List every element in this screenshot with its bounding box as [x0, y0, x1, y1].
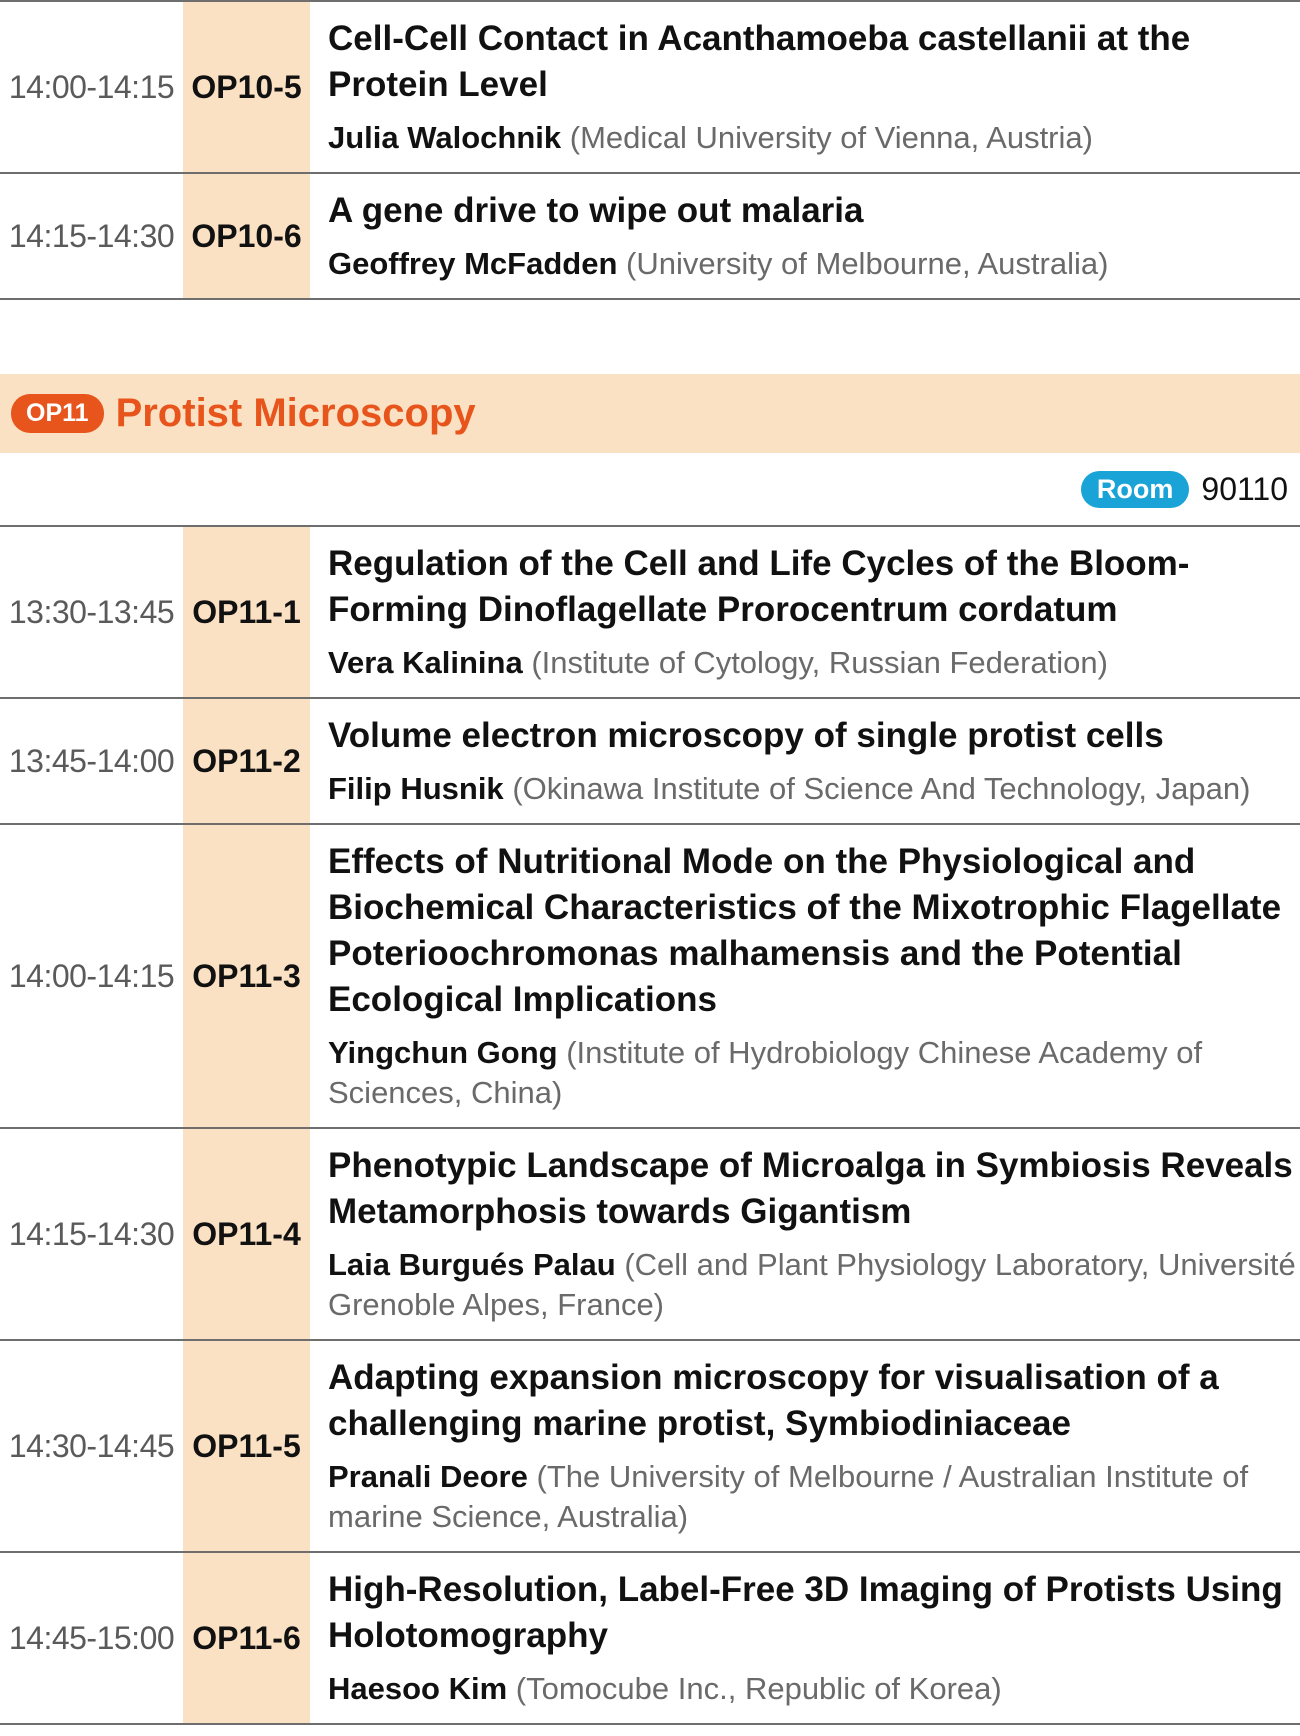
speaker-line: Vera Kalinina (Institute of Cytology, Ru… [328, 643, 1300, 683]
section-header: OP11 Protist Microscopy [0, 374, 1300, 453]
speaker-name: Haesoo Kim [328, 1671, 508, 1706]
speaker-name: Geoffrey McFadden [328, 246, 618, 281]
talk-code: OP11-5 [183, 1341, 310, 1551]
talk-content: Volume electron microscopy of single pro… [310, 699, 1300, 823]
table-row: 14:45-15:00 OP11-6 High-Resolution, Labe… [0, 1553, 1300, 1725]
speaker-affiliation: (The University of Melbourne / Australia… [328, 1459, 1249, 1534]
speaker-affiliation: (Institute of Hydrobiology Chinese Acade… [328, 1035, 1203, 1110]
speaker-line: Geoffrey McFadden (University of Melbour… [328, 244, 1300, 284]
talk-time: 13:45-14:00 [8, 742, 175, 779]
talk-title: A gene drive to wipe out malaria [328, 191, 864, 230]
speaker-affiliation: (Medical University of Vienna, Austria) [569, 120, 1093, 155]
talk-code: OP10-5 [183, 2, 310, 172]
speaker-line: Haesoo Kim (Tomocube Inc., Republic of K… [328, 1669, 1300, 1709]
talk-title: Adapting expansion microscopy for visual… [328, 1358, 1219, 1443]
speaker-name: Laia Burgués Palau [328, 1247, 616, 1282]
speaker-name: Filip Husnik [328, 771, 504, 806]
op10-session-table: 14:00-14:15 OP10-5 Cell-Cell Contact in … [0, 0, 1300, 300]
speaker-line: Pranali Deore (The University of Melbour… [328, 1457, 1300, 1537]
talk-content: Effects of Nutritional Mode on the Physi… [310, 825, 1300, 1127]
speaker-affiliation: (University of Melbourne, Australia) [626, 246, 1109, 281]
speaker-line: Laia Burgués Palau (Cell and Plant Physi… [328, 1245, 1300, 1325]
speaker-name: Pranali Deore [328, 1459, 528, 1494]
speaker-name: Julia Walochnik [328, 120, 562, 155]
speaker-name: Vera Kalinina [328, 645, 523, 680]
talk-title: Phenotypic Landscape of Microalga in Sym… [328, 1146, 1293, 1231]
talk-code: OP11-4 [183, 1129, 310, 1339]
talk-code: OP11-3 [183, 825, 310, 1127]
table-row: 14:30-14:45 OP11-5 Adapting expansion mi… [0, 1341, 1300, 1553]
talk-code: OP11-1 [183, 527, 310, 697]
talk-content: Adapting expansion microscopy for visual… [310, 1341, 1300, 1551]
table-row: 14:00-14:15 OP10-5 Cell-Cell Contact in … [0, 2, 1300, 174]
section-title: Protist Microscopy [115, 391, 476, 435]
speaker-affiliation: (Cell and Plant Physiology Laboratory, U… [328, 1247, 1296, 1322]
talk-content: High-Resolution, Label-Free 3D Imaging o… [310, 1553, 1300, 1723]
talk-content: Regulation of the Cell and Life Cycles o… [310, 527, 1300, 697]
speaker-name: Yingchun Gong [328, 1035, 558, 1070]
speaker-line: Julia Walochnik (Medical University of V… [328, 118, 1300, 158]
talk-title: Volume electron microscopy of single pro… [328, 716, 1164, 755]
speaker-affiliation: (Okinawa Institute of Science And Techno… [512, 771, 1251, 806]
talk-content: A gene drive to wipe out malaria Geoffre… [310, 174, 1300, 298]
table-row: 14:15-14:30 OP10-6 A gene drive to wipe … [0, 174, 1300, 300]
speaker-line: Filip Husnik (Okinawa Institute of Scien… [328, 769, 1300, 809]
talk-time: 14:45-15:00 [8, 1619, 175, 1656]
table-row: 13:30-13:45 OP11-1 Regulation of the Cel… [0, 527, 1300, 699]
talk-time: 14:30-14:45 [8, 1427, 175, 1464]
table-row: 14:00-14:15 OP11-3 Effects of Nutritiona… [0, 825, 1300, 1129]
op11-session-table: 13:30-13:45 OP11-1 Regulation of the Cel… [0, 525, 1300, 1725]
speaker-affiliation: (Tomocube Inc., Republic of Korea) [515, 1671, 1002, 1706]
talk-title: Cell-Cell Contact in Acanthamoeba castel… [328, 19, 1191, 104]
talk-title: Regulation of the Cell and Life Cycles o… [328, 544, 1190, 629]
talk-title: High-Resolution, Label-Free 3D Imaging o… [328, 1570, 1283, 1655]
table-row: 13:45-14:00 OP11-2 Volume electron micro… [0, 699, 1300, 825]
talk-time: 14:15-14:30 [8, 217, 175, 254]
section-badge: OP11 [11, 394, 104, 433]
talk-code: OP10-6 [183, 174, 310, 298]
room-badge: Room [1080, 470, 1190, 508]
room-number: 90110 [1201, 470, 1288, 507]
talk-content: Phenotypic Landscape of Microalga in Sym… [310, 1129, 1300, 1339]
talk-time: 14:15-14:30 [8, 1215, 175, 1252]
talk-title: Effects of Nutritional Mode on the Physi… [328, 842, 1282, 1019]
speaker-line: Yingchun Gong (Institute of Hydrobiology… [328, 1033, 1300, 1113]
talk-time: 14:00-14:15 [8, 68, 175, 105]
speaker-affiliation: (Institute of Cytology, Russian Federati… [531, 645, 1108, 680]
talk-content: Cell-Cell Contact in Acanthamoeba castel… [310, 2, 1300, 172]
talk-time: 14:00-14:15 [8, 957, 175, 994]
talk-code: OP11-6 [183, 1553, 310, 1723]
table-row: 14:15-14:30 OP11-4 Phenotypic Landscape … [0, 1129, 1300, 1341]
talk-code: OP11-2 [183, 699, 310, 823]
room-info: Room 90110 [0, 453, 1300, 525]
talk-time: 13:30-13:45 [8, 593, 175, 630]
section-spacer [0, 300, 1300, 374]
